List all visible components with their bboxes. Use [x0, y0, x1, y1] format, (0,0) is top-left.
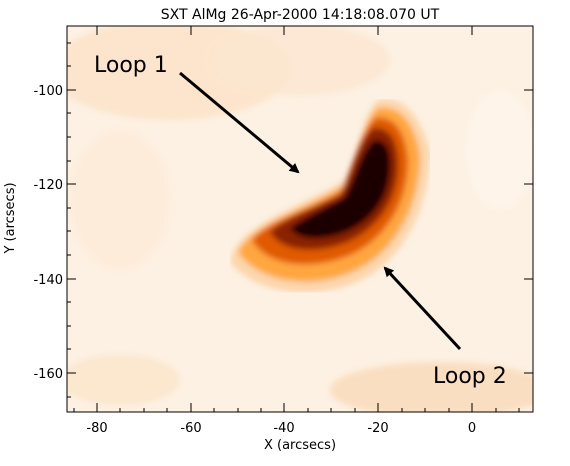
- plot-frame: [66, 25, 534, 413]
- x-tick-labels: -80 -60 -40 -20 0: [86, 421, 476, 436]
- x-axis-ticks: [73, 26, 520, 412]
- x-tick-label: -60: [180, 421, 201, 436]
- y-tick-label: -120: [33, 178, 63, 193]
- x-tick-label: -20: [367, 421, 388, 436]
- loop-2-arrow: [383, 266, 462, 351]
- loop-1-arrow: [179, 71, 300, 174]
- loop-2-label: Loop 2: [433, 364, 507, 389]
- x-tick-label: -80: [86, 421, 107, 436]
- y-tick-label: -140: [33, 273, 63, 288]
- y-tick-label: -100: [33, 84, 63, 99]
- image-title: SXT AlMg 26-Apr-2000 14:18:08.070 UT: [161, 7, 440, 23]
- loop-1-label: Loop 1: [94, 53, 168, 78]
- y-axis-ticks: [67, 42, 533, 398]
- y-axis-label: Y (arcsecs): [3, 182, 18, 254]
- xray-image: [67, 26, 533, 412]
- y-tick-label: -160: [33, 367, 63, 382]
- y-tick-labels: -100 -120 -140 -160: [33, 84, 63, 382]
- x-tick-label: 0: [468, 421, 476, 436]
- x-axis-label: X (arcsecs): [264, 438, 336, 453]
- x-tick-label: -40: [273, 421, 294, 436]
